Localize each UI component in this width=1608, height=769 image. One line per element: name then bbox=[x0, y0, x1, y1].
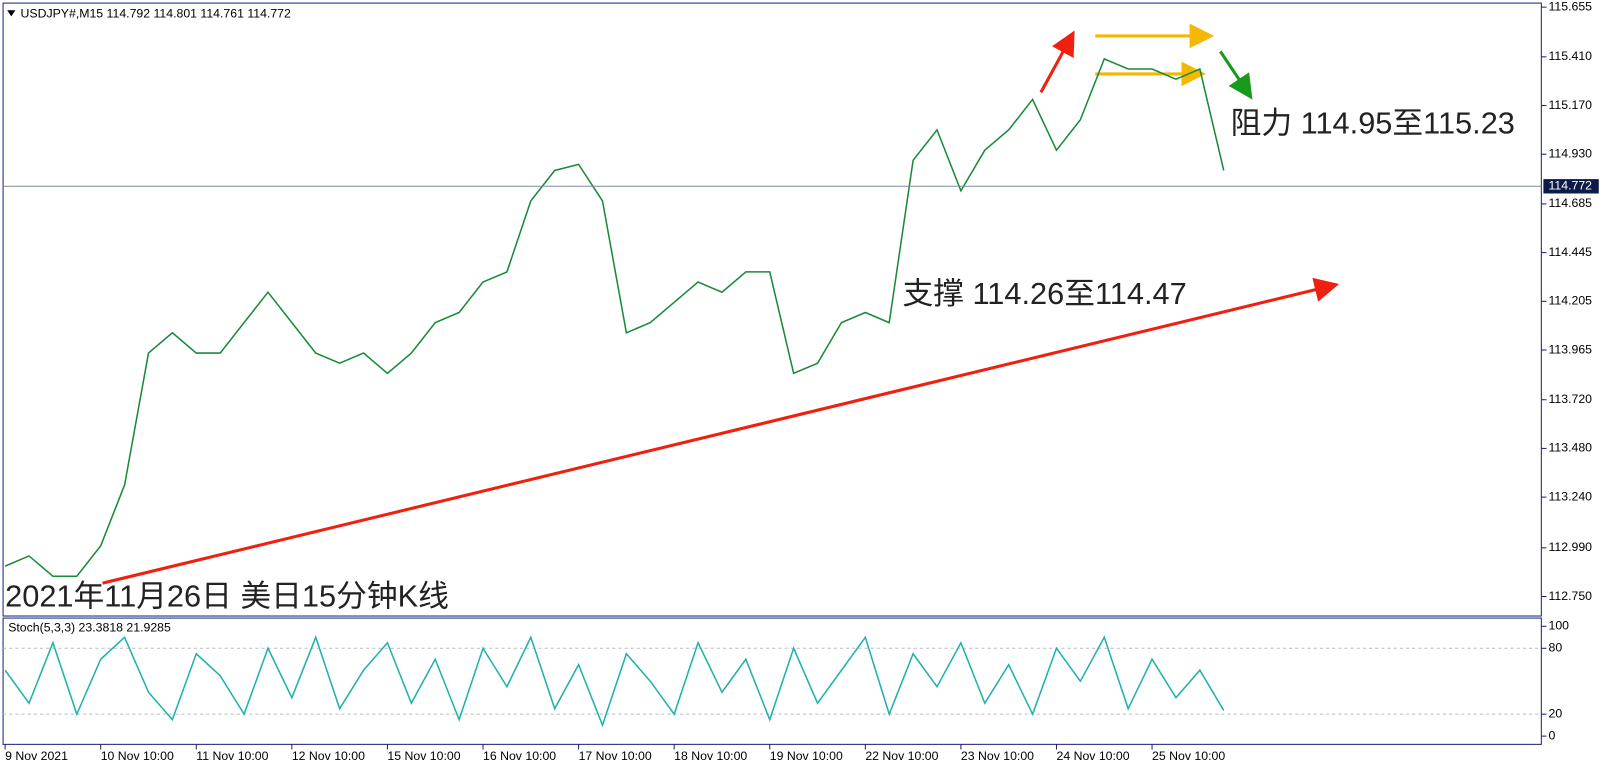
y-tick-label: 114.445 bbox=[1549, 245, 1593, 259]
y-tick-label: 114.685 bbox=[1549, 196, 1593, 210]
y-tick-label: 115.655 bbox=[1549, 0, 1593, 13]
y-tick-label: 100 bbox=[1549, 619, 1570, 633]
x-tick-label: 18 Nov 10:00 bbox=[674, 749, 747, 763]
x-tick-label: 17 Nov 10:00 bbox=[579, 749, 652, 763]
x-tick-label: 19 Nov 10:00 bbox=[770, 749, 843, 763]
y-tick-label: 113.965 bbox=[1549, 342, 1593, 356]
x-tick-label: 22 Nov 10:00 bbox=[865, 749, 938, 763]
trend-arrow bbox=[102, 277, 1340, 585]
x-tick-label: 24 Nov 10:00 bbox=[1056, 749, 1129, 763]
y-tick-label: 112.990 bbox=[1549, 540, 1593, 554]
y-tick-label: 80 bbox=[1549, 641, 1563, 655]
x-tick-label: 15 Nov 10:00 bbox=[387, 749, 460, 763]
plot: 112.750 112.990 113.240 113.480 113.720 113.9… bbox=[3, 0, 1599, 763]
x-tick-label: 16 Nov 10:00 bbox=[483, 749, 556, 763]
stoch-title: Stoch(5,3,3) 23.3818 21.9285 bbox=[8, 621, 171, 635]
up-arrow bbox=[1039, 30, 1075, 94]
y-tick-label: 113.720 bbox=[1549, 392, 1593, 406]
data-line bbox=[4, 57, 1225, 578]
data-line bbox=[4, 635, 1225, 728]
y-tick-label: 0 bbox=[1549, 728, 1556, 742]
chart-title: USDJPY#,M15 114.792 114.801 114.761 114.… bbox=[21, 7, 292, 21]
x-tick-label: 11 Nov 10:00 bbox=[196, 749, 268, 763]
y-tick-label: 20 bbox=[1549, 706, 1563, 720]
price-box bbox=[1543, 179, 1599, 194]
x-tick-label: 10 Nov 10:00 bbox=[101, 749, 174, 763]
y-tick-label: 115.170 bbox=[1549, 98, 1593, 112]
annotation: 2021年11月26日 美日15分钟K线 bbox=[5, 579, 449, 614]
y-tick-label: 114.205 bbox=[1549, 294, 1593, 308]
y-tick-label: 114.930 bbox=[1549, 146, 1593, 160]
annotation: 阻力 114.95至115.23 bbox=[1231, 105, 1515, 140]
current-price-label: 114.772 bbox=[1549, 179, 1593, 193]
main-panel bbox=[2, 2, 1542, 617]
x-tick-label: 12 Nov 10:00 bbox=[292, 749, 365, 763]
y-tick-label: 112.750 bbox=[1549, 589, 1593, 603]
down-arrow bbox=[1219, 50, 1253, 100]
annotation: 支撑 114.26至114.47 bbox=[902, 276, 1186, 311]
menu-icon bbox=[7, 10, 16, 17]
x-tick-label: 25 Nov 10:00 bbox=[1152, 749, 1225, 763]
y-tick-label: 113.240 bbox=[1549, 489, 1593, 503]
y-tick-label: 115.410 bbox=[1549, 49, 1593, 63]
x-tick-label: 9 Nov 2021 bbox=[5, 749, 68, 763]
x-tick-label: 23 Nov 10:00 bbox=[961, 749, 1034, 763]
stoch-panel bbox=[2, 617, 1542, 745]
y-tick-label: 113.480 bbox=[1549, 441, 1593, 455]
